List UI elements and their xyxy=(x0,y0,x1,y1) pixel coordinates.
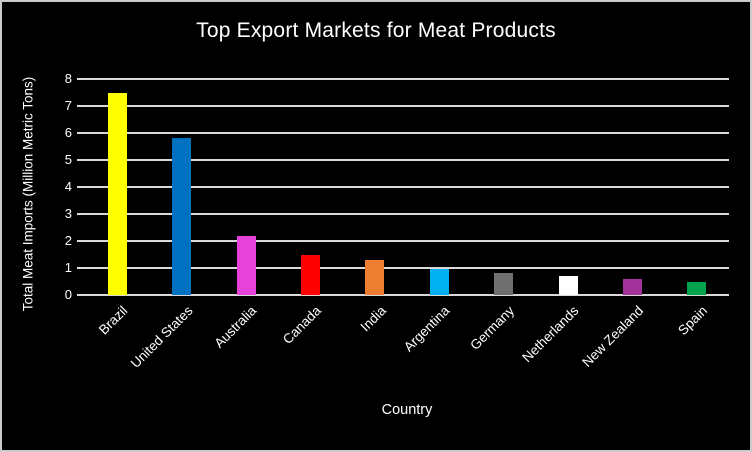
gridline xyxy=(77,186,729,188)
y-axis-title: Total Meat Imports (Million Metric Tons) xyxy=(20,76,36,312)
y-tick-label: 0 xyxy=(64,287,72,302)
bar-argentina xyxy=(429,269,449,295)
bar-spain xyxy=(687,281,707,295)
gridline xyxy=(77,105,729,107)
bar-germany xyxy=(494,273,514,295)
x-tick-label: New Zealand xyxy=(579,303,647,370)
x-axis-title: Country xyxy=(381,402,433,418)
bar-new-zealand xyxy=(622,278,642,295)
bar-india xyxy=(365,259,385,295)
gridline xyxy=(77,159,729,161)
bar-brazil xyxy=(107,92,127,295)
y-tick-label: 2 xyxy=(64,233,72,248)
bar-canada xyxy=(300,254,320,295)
bar-netherlands xyxy=(558,276,578,295)
gridline xyxy=(77,294,729,296)
x-tick-label: Netherlands xyxy=(519,303,582,366)
y-tick-label: 5 xyxy=(64,152,72,167)
x-tick-label: Germany xyxy=(467,303,518,353)
gridline xyxy=(77,267,729,269)
gridline xyxy=(77,240,729,242)
y-tick-label: 1 xyxy=(64,260,72,275)
x-tick-label: Australia xyxy=(211,303,260,351)
gridline xyxy=(77,132,729,134)
gridline xyxy=(77,213,729,215)
x-tick-label: India xyxy=(357,303,389,335)
plot-area xyxy=(77,78,729,296)
x-tick-label: Canada xyxy=(279,303,325,348)
chart-title: Top Export Markets for Meat Products xyxy=(196,19,556,42)
bar-united-states xyxy=(172,138,192,295)
y-tick-label: 3 xyxy=(64,206,72,221)
x-tick-label: Spain xyxy=(675,303,711,339)
bar-australia xyxy=(236,235,256,295)
y-tick-label: 6 xyxy=(64,125,72,140)
y-tick-label: 7 xyxy=(64,98,72,113)
gridline xyxy=(77,78,729,80)
x-tick-label: Argentina xyxy=(401,303,453,355)
x-tick-label: Brazil xyxy=(96,303,131,338)
x-tick-label: United States xyxy=(127,303,196,371)
y-tick-label: 8 xyxy=(64,71,72,86)
y-tick-label: 4 xyxy=(64,179,72,194)
